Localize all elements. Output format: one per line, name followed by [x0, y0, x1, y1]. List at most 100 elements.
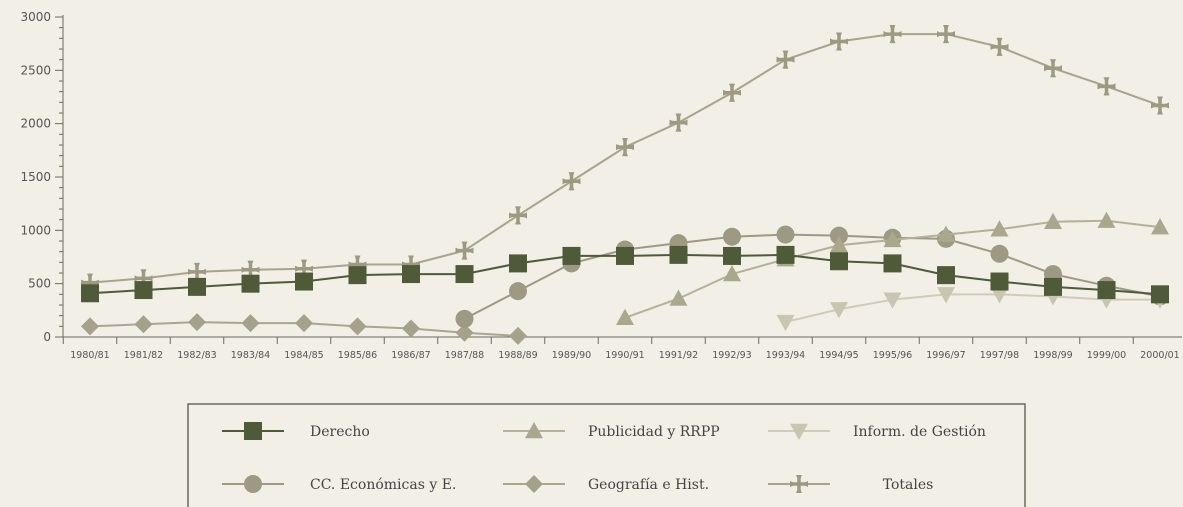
data-point	[455, 265, 474, 284]
x-tick-label: 1992/93	[712, 350, 751, 361]
data-point	[1151, 285, 1169, 304]
y-tick-label: 1500	[20, 170, 51, 184]
x-tick-label: 1984/85	[284, 350, 323, 361]
legend-swatch-marker	[790, 475, 808, 493]
data-point	[830, 302, 848, 319]
data-point	[1044, 277, 1062, 296]
data-point	[455, 309, 474, 328]
data-point	[830, 32, 848, 51]
series-totales	[81, 25, 1169, 292]
data-point	[241, 314, 260, 333]
data-point	[509, 282, 527, 301]
data-point	[883, 254, 902, 273]
legend-item: Geografía e Hist.	[503, 475, 709, 493]
legend-swatch-marker	[525, 422, 543, 439]
legend-swatch-marker	[790, 423, 808, 440]
data-point	[562, 246, 581, 265]
data-point	[1044, 59, 1062, 78]
legend-label: Geografía e Hist.	[588, 477, 709, 493]
data-point	[616, 138, 634, 157]
data-point	[669, 289, 688, 306]
x-tick-label: 1989/90	[552, 350, 591, 361]
series-publicidad-y-rrpp	[616, 211, 1169, 325]
y-tick-label: 2500	[20, 63, 51, 77]
data-point	[776, 245, 795, 264]
data-point	[188, 277, 206, 296]
legend-swatch-marker	[244, 422, 262, 440]
data-point	[241, 274, 260, 293]
data-point	[509, 206, 527, 225]
data-point	[188, 313, 206, 332]
data-point	[830, 236, 848, 253]
legend-swatch-marker	[525, 475, 543, 493]
data-point	[1097, 281, 1116, 300]
data-point	[455, 241, 474, 260]
data-point	[937, 287, 955, 304]
data-point	[1151, 218, 1169, 235]
data-point	[723, 265, 741, 282]
legend-item: Inform. de Gestión	[768, 423, 986, 440]
x-tick-label: 1986/87	[391, 350, 430, 361]
data-point	[134, 281, 153, 300]
data-point	[1044, 212, 1062, 229]
x-tick-label: 1999/00	[1087, 350, 1126, 361]
data-point	[883, 292, 902, 309]
data-point	[723, 227, 741, 246]
x-tick-label: 2000/01	[1140, 350, 1179, 361]
legend-swatch-marker	[244, 475, 262, 493]
series-cc-econ-micas-y-e-	[455, 225, 1169, 328]
legend-item: Publicidad y RRPP	[503, 422, 720, 440]
y-tick-label: 2000	[20, 117, 51, 131]
x-tick-label: 1982/83	[177, 350, 216, 361]
y-tick-label: 0	[43, 330, 51, 344]
x-tick-label: 1990/91	[605, 350, 644, 361]
x-tick-label: 1995/96	[873, 350, 912, 361]
legend-item: Derecho	[222, 422, 370, 440]
data-point	[669, 113, 688, 132]
series-geograf-a-e-hist-	[81, 313, 527, 345]
data-point	[295, 314, 313, 333]
data-point	[830, 226, 848, 245]
data-point	[990, 37, 1009, 56]
data-point	[616, 246, 634, 265]
data-point	[134, 315, 153, 334]
data-point	[562, 172, 581, 191]
data-point	[1097, 77, 1116, 96]
y-tick-label: 500	[28, 277, 51, 291]
legend-item: Totales	[768, 475, 933, 493]
legend-label: Derecho	[310, 424, 370, 440]
data-point	[402, 265, 420, 284]
data-point	[776, 314, 795, 332]
x-tick-label: 1993/94	[766, 350, 805, 361]
data-point	[937, 266, 955, 285]
y-tick-label: 3000	[20, 10, 51, 24]
x-tick-label: 1981/82	[124, 350, 163, 361]
data-point	[509, 254, 527, 273]
data-point	[1151, 96, 1169, 115]
data-point	[937, 25, 955, 44]
x-tick-label: 1991/92	[659, 350, 698, 361]
data-point	[776, 225, 795, 244]
chart-series	[81, 25, 1169, 345]
legend-label: Publicidad y RRPP	[588, 424, 720, 440]
legend-label: Totales	[883, 477, 934, 493]
x-tick-label: 1997/98	[980, 350, 1019, 361]
data-point	[723, 246, 741, 265]
data-point	[990, 272, 1009, 291]
x-tick-label: 1998/99	[1033, 350, 1072, 361]
series-line	[785, 293, 1160, 324]
data-point	[723, 83, 741, 102]
data-point	[509, 326, 527, 345]
data-point	[1097, 211, 1116, 228]
y-tick-label: 1000	[20, 223, 51, 237]
x-tick-label: 1983/84	[231, 350, 270, 361]
data-point	[990, 220, 1009, 237]
data-point	[883, 25, 902, 44]
data-point	[937, 225, 955, 242]
x-tick-label: 1996/97	[926, 350, 965, 361]
x-tick-label: 1980/81	[70, 350, 109, 361]
data-point	[348, 266, 367, 285]
data-point	[616, 308, 634, 325]
data-point	[990, 287, 1009, 304]
